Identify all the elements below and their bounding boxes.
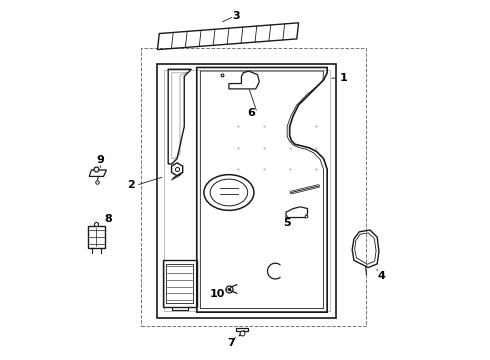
- Text: 8: 8: [105, 213, 112, 224]
- Text: 9: 9: [97, 156, 104, 165]
- Text: 3: 3: [232, 12, 240, 21]
- Text: 7: 7: [227, 338, 235, 348]
- Text: 2: 2: [127, 180, 135, 190]
- Text: 1: 1: [340, 73, 347, 83]
- Text: 6: 6: [247, 108, 255, 118]
- Text: 10: 10: [209, 289, 225, 298]
- Text: 4: 4: [377, 271, 386, 281]
- Text: 5: 5: [283, 218, 291, 228]
